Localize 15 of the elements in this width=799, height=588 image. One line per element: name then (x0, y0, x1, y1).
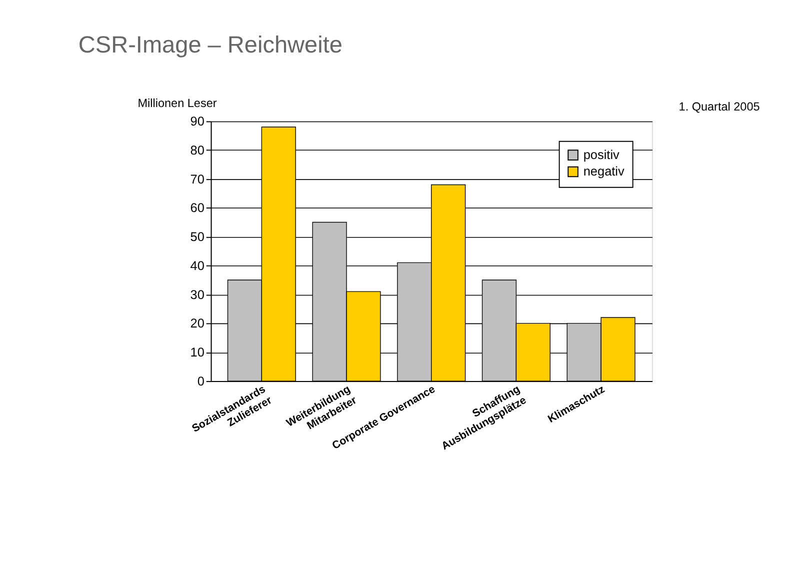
y-tick-label: 50 (190, 229, 204, 244)
y-axis-title: Millionen Leser (138, 97, 217, 110)
y-tick-label: 60 (190, 200, 204, 216)
y-tick-label: 40 (190, 258, 204, 273)
y-tick-label: 10 (190, 344, 204, 360)
legend-label: negativ (583, 164, 626, 179)
text: 1. Quartal 2005 (678, 100, 760, 114)
y-tick-label: 30 (190, 286, 204, 302)
y-tick-label: 70 (190, 171, 204, 186)
y-tick-label: 0 (197, 373, 204, 388)
legend-label: positiv (583, 146, 620, 162)
y-tick-label: 20 (190, 316, 204, 331)
chart-title: CSR-Image – Reichweite (78, 32, 342, 58)
y-tick-label: 90 (190, 114, 204, 129)
y-tick-label: 80 (190, 142, 204, 158)
